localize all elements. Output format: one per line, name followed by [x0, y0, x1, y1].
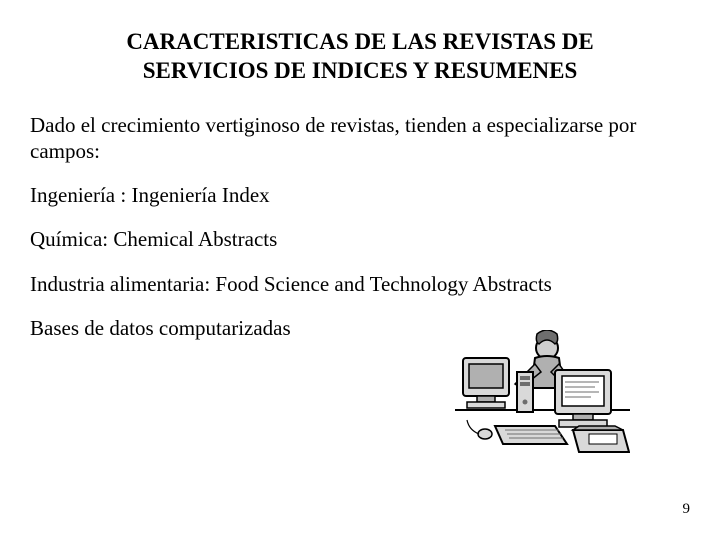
- title-line-2: SERVICIOS DE INDICES Y RESUMENES: [143, 58, 578, 83]
- computer-clipart-icon: [455, 330, 630, 465]
- slide-body: Dado el crecimiento vertiginoso de revis…: [30, 112, 690, 342]
- list-item-1: Ingeniería : Ingeniería Index: [30, 182, 690, 208]
- list-item-3: Industria alimentaria: Food Science and …: [30, 271, 690, 297]
- slide-title: CARACTERISTICAS DE LAS REVISTAS DE SERVI…: [30, 28, 690, 86]
- title-line-1: CARACTERISTICAS DE LAS REVISTAS DE: [126, 29, 593, 54]
- slide: CARACTERISTICAS DE LAS REVISTAS DE SERVI…: [0, 0, 720, 540]
- intro-paragraph: Dado el crecimiento vertiginoso de revis…: [30, 112, 690, 165]
- computer-illustration: [455, 330, 630, 465]
- list-item-2: Química: Chemical Abstracts: [30, 226, 690, 252]
- page-number: 9: [683, 501, 691, 518]
